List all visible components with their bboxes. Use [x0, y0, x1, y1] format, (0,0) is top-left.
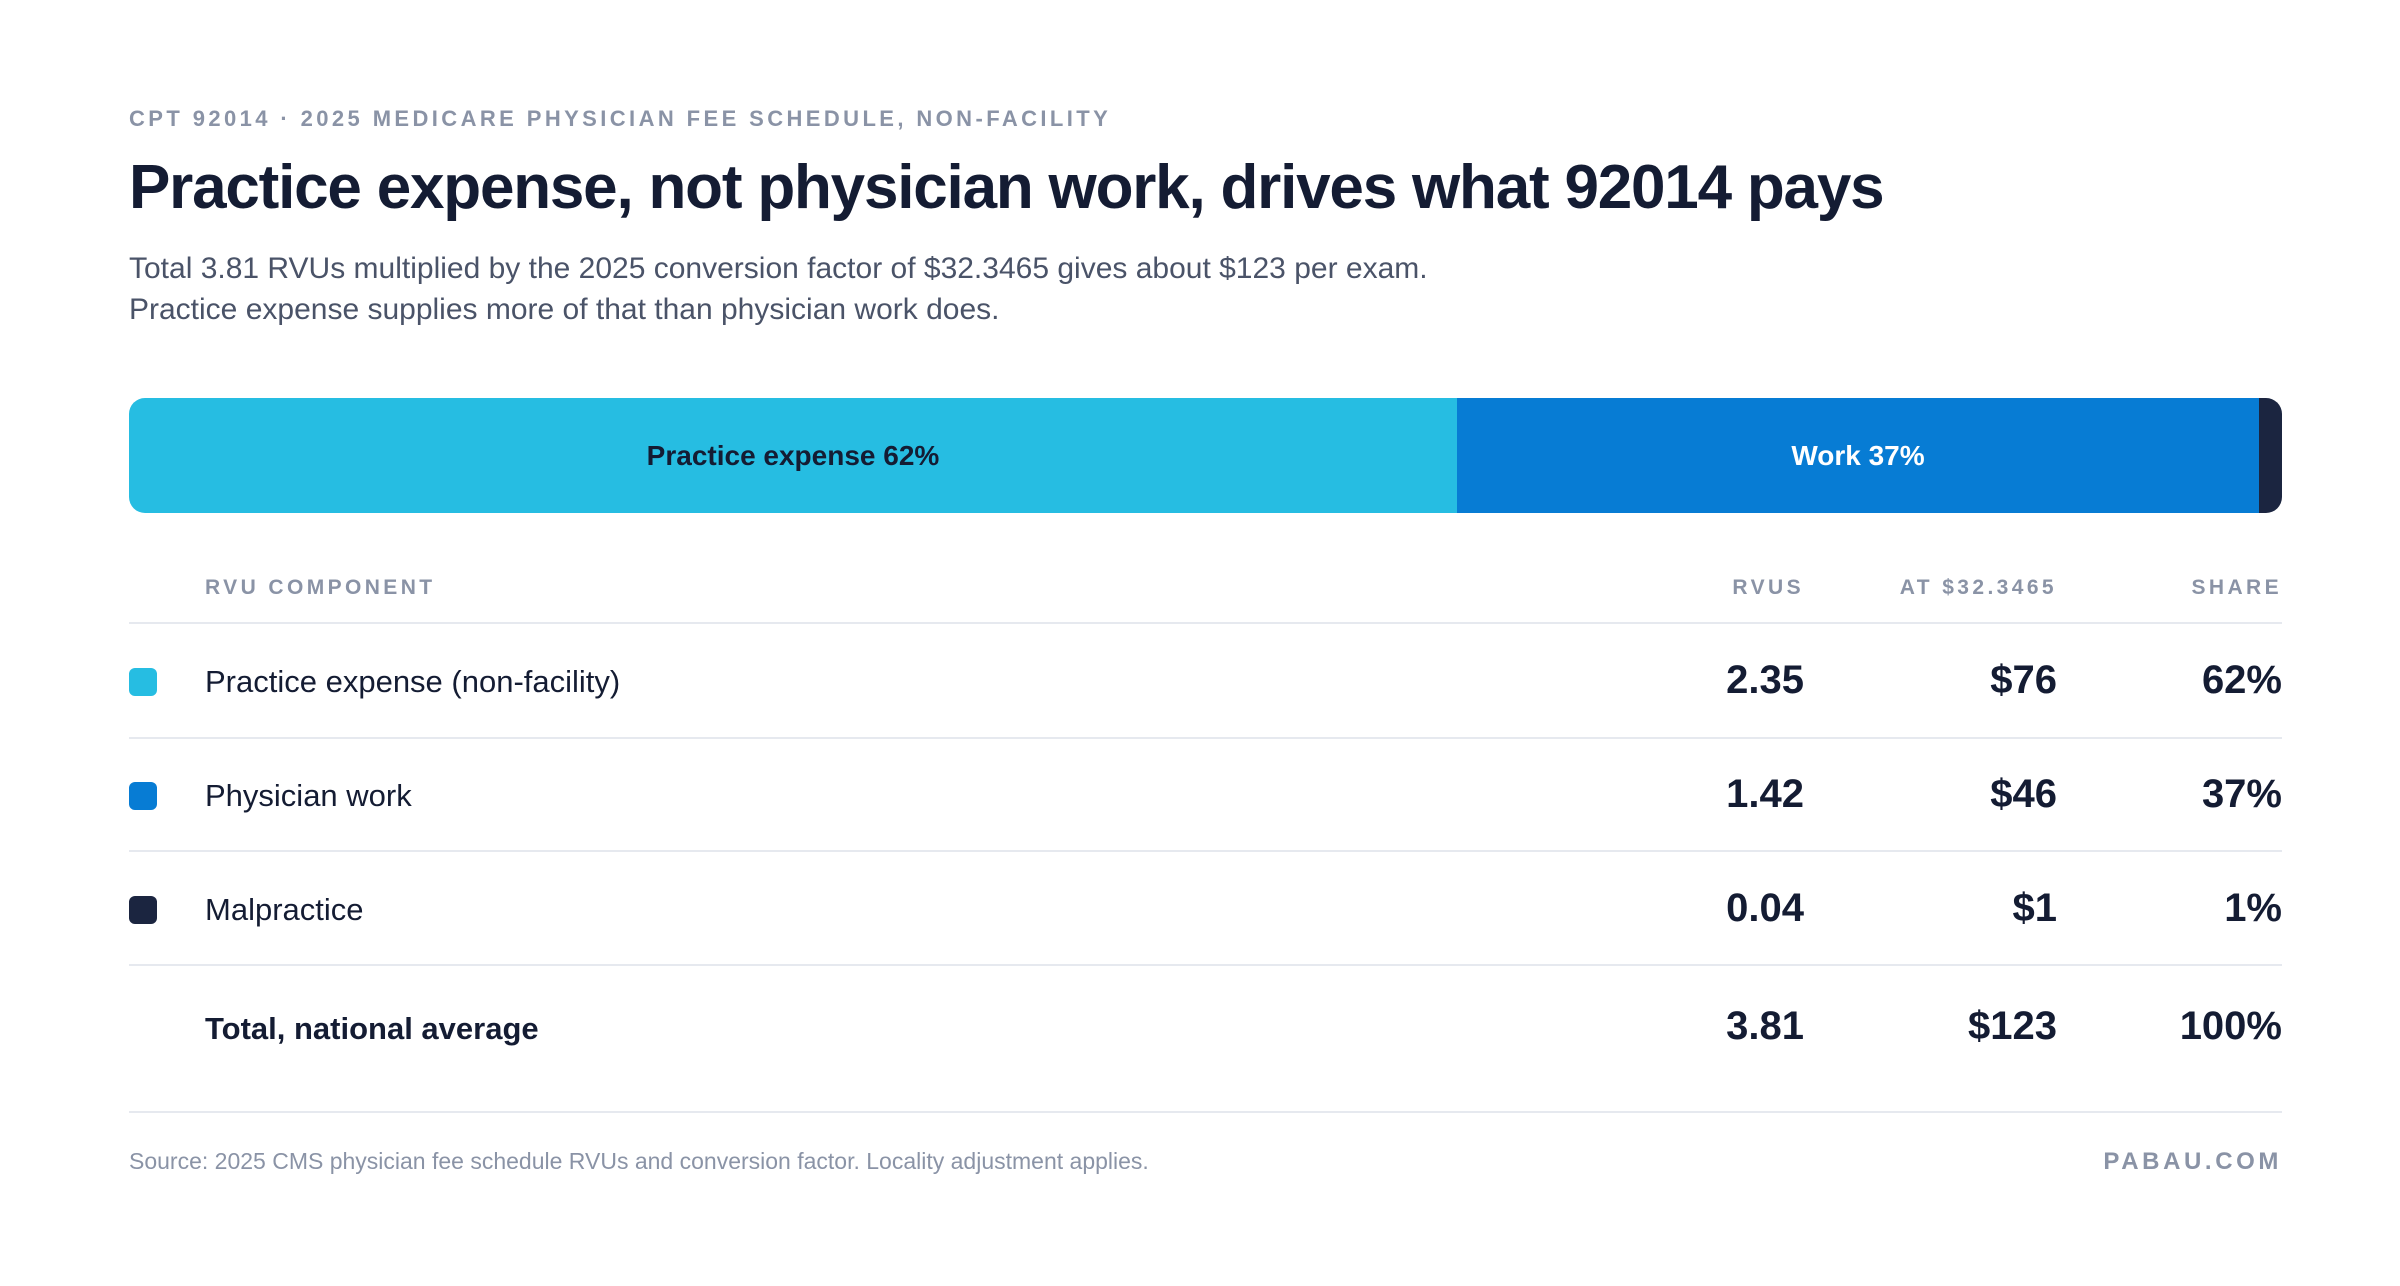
header-dollars: AT $32.3465	[1899, 576, 2057, 599]
row-divider	[129, 964, 2282, 966]
source-note: Source: 2025 CMS physician fee schedule …	[129, 1148, 1149, 1174]
segment-physician-work: Work 37%	[1457, 398, 2259, 513]
brand-link[interactable]: PABAU.COM	[2103, 1148, 2282, 1175]
total-label: Total, national average	[205, 1011, 539, 1046]
row-share: 37%	[2201, 772, 2282, 816]
row-dollars: $76	[1990, 658, 2057, 702]
row-dollars: $1	[2012, 886, 2058, 930]
page-title: Practice expense, not physician work, dr…	[129, 153, 1885, 222]
header-share: SHARE	[2191, 576, 2282, 599]
row-label: Practice expense (non-facility)	[205, 664, 621, 699]
segment-label: Work 37%	[1791, 439, 1925, 471]
total-rvus: 3.81	[1726, 1004, 1804, 1048]
eyebrow: CPT 92014 · 2025 MEDICARE PHYSICIAN FEE …	[129, 106, 1112, 131]
row-dollars: $46	[1990, 772, 2057, 816]
header-component: RVU COMPONENT	[205, 576, 436, 599]
swatch-practice-expense	[129, 668, 157, 696]
stacked-bar-chart: Practice expense 62% Work 37%	[129, 398, 2282, 513]
row-divider	[129, 737, 2282, 739]
segment-malpractice	[2259, 398, 2282, 513]
swatch-physician-work	[129, 782, 157, 810]
row-rvus: 0.04	[1726, 886, 1804, 930]
total-dollars: $123	[1968, 1004, 2057, 1048]
subtitle: Total 3.81 RVUs multiplied by the 2025 c…	[129, 252, 1428, 326]
row-divider	[129, 850, 2282, 852]
row-share: 1%	[2224, 886, 2282, 930]
segment-label: Practice expense 62%	[646, 439, 940, 471]
row-label: Malpractice	[205, 892, 364, 927]
row-share: 62%	[2201, 658, 2282, 702]
footer-divider	[129, 1111, 2282, 1113]
row-rvus: 2.35	[1726, 658, 1804, 702]
total-share: 100%	[2179, 1004, 2282, 1048]
swatch-malpractice	[129, 896, 157, 924]
row-label: Physician work	[205, 778, 412, 813]
segment-practice-expense: Practice expense 62%	[129, 398, 1457, 513]
header-rvus: RVUS	[1732, 576, 1804, 599]
header-divider	[129, 622, 2282, 624]
row-rvus: 1.42	[1726, 772, 1804, 816]
